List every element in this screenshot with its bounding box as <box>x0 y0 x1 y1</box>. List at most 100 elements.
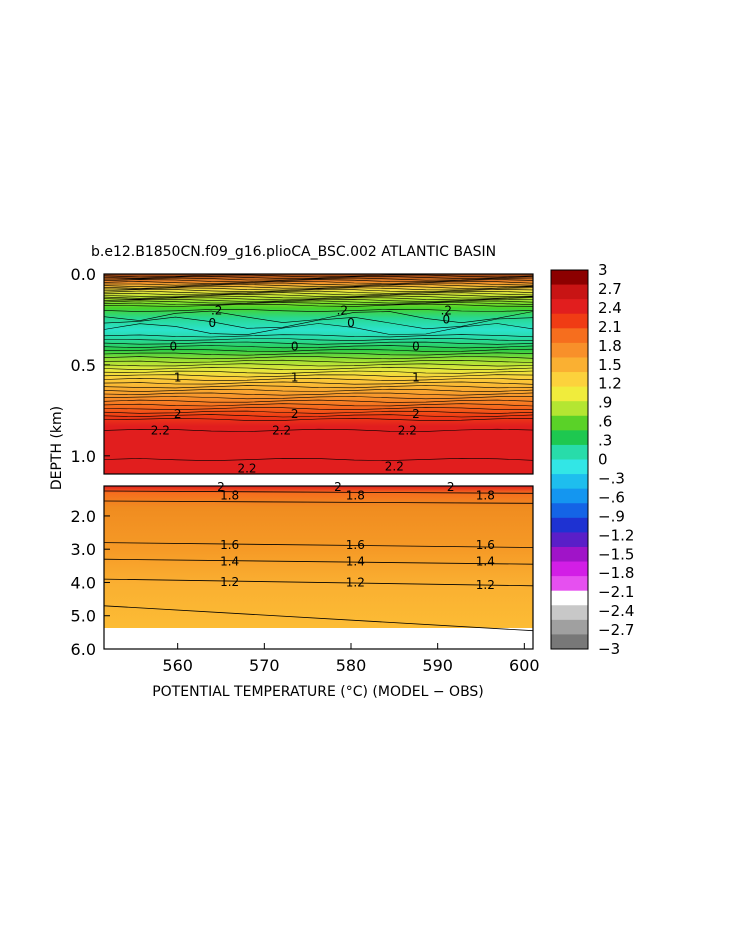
x-tick-label: 580 <box>336 656 367 675</box>
contour-line <box>103 323 534 336</box>
contour-line <box>103 385 534 389</box>
y-tick-label: 3.0 <box>71 540 96 559</box>
contour-line <box>103 500 534 504</box>
colorbar-tick-label: −2.4 <box>598 602 634 620</box>
contour-line <box>103 334 534 338</box>
colorbar-tick-label: 1.8 <box>598 337 622 355</box>
colorbar-tick-label: 2.4 <box>598 299 622 317</box>
contour-line <box>103 366 534 371</box>
contour-label: 2 <box>291 407 299 421</box>
contour-label: 1.4 <box>220 555 239 569</box>
contour-line <box>103 303 534 307</box>
contour-label: .2 <box>337 303 348 317</box>
colorbar-tick-label: −1.8 <box>598 564 634 582</box>
colorbar: 32.72.42.11.81.51.2.9.6.30−.3−.6−.9−1.2−… <box>550 261 634 658</box>
contour-label: 2.2 <box>272 423 291 437</box>
colorbar-tick-label: −.3 <box>598 469 625 487</box>
colorbar-tick-label: −.6 <box>598 488 625 506</box>
contour-line <box>103 381 534 385</box>
colorbar-swatch <box>551 444 588 460</box>
contour-label: 1.8 <box>220 488 239 502</box>
x-tick-label: 600 <box>509 656 540 675</box>
contour-line <box>103 310 534 324</box>
upper-panel <box>103 273 534 475</box>
y-tick-label: 0.5 <box>71 356 96 375</box>
contour-line <box>103 290 534 294</box>
contour-label: 1.6 <box>346 538 365 552</box>
contour-line <box>103 338 534 341</box>
contour-label: 2 <box>334 480 342 494</box>
lower-panel-fill <box>104 486 533 628</box>
contour-line <box>103 293 534 297</box>
contour-label: 1.2 <box>220 575 239 589</box>
contour-line <box>103 316 534 330</box>
contour-line <box>103 370 534 374</box>
contour-line <box>103 284 534 288</box>
colorbar-tick-label: .9 <box>598 394 612 412</box>
contour-line <box>103 275 534 279</box>
contour-line <box>103 414 534 418</box>
colorbar-swatch <box>551 634 588 650</box>
lower-contours <box>103 490 534 632</box>
contour-line <box>103 605 534 632</box>
y-tick-label: 2.0 <box>71 507 96 526</box>
colorbar-swatch <box>551 576 588 592</box>
contour-line <box>103 457 534 462</box>
colorbar-swatch <box>551 415 588 431</box>
colorbar-tick-label: −1.2 <box>598 526 634 544</box>
colorbar-tick-label: 2.7 <box>598 280 622 298</box>
colorbar-swatch <box>551 619 588 635</box>
x-tick-label: 590 <box>422 656 453 675</box>
contour-line <box>103 410 534 414</box>
colorbar-swatch <box>551 342 588 358</box>
contour-line <box>103 345 534 349</box>
x-tick-label: 560 <box>162 656 193 675</box>
y-tick-label: 6.0 <box>71 640 96 659</box>
contour-line <box>103 490 534 494</box>
contour-label: 1.6 <box>220 538 239 552</box>
contour-label: 0 <box>291 340 299 354</box>
contour-line <box>103 428 534 432</box>
contour-line <box>103 356 534 360</box>
contour-line <box>103 302 534 306</box>
colorbar-tick-label: 1.2 <box>598 375 622 393</box>
contour-line <box>103 348 534 352</box>
contour-line <box>103 352 534 356</box>
contour-line <box>103 289 534 293</box>
colorbar-swatch <box>551 270 588 286</box>
y-tick-label: 0.0 <box>71 265 96 284</box>
contour-label: 2.2 <box>237 462 256 476</box>
contour-label: 1.8 <box>346 488 365 502</box>
colorbar-tick-label: .6 <box>598 413 612 431</box>
contour-line <box>103 388 534 392</box>
x-axis-ticks: 560 570 580 590 600 <box>162 643 540 675</box>
contour-line <box>103 280 534 284</box>
colorbar-tick-label: −.9 <box>598 507 625 525</box>
y-tick-label: 1.0 <box>71 447 96 466</box>
upper-panel-fill <box>104 274 533 474</box>
chart-title: b.e12.B1850CN.f09_g16.plioCA_BSC.002 ATL… <box>91 244 496 260</box>
y-tick-label: 5.0 <box>71 607 96 626</box>
colorbar-tick-label: 2.1 <box>598 318 622 336</box>
contour-line <box>103 274 534 278</box>
colorbar-frame <box>550 269 589 650</box>
colorbar-swatch <box>551 313 588 329</box>
contour-label: 1 <box>412 371 420 385</box>
contour-label: 0 <box>443 312 451 326</box>
contour-label: 0 <box>170 340 178 354</box>
colorbar-swatch <box>551 372 588 388</box>
colorbar-tick-label: 1.5 <box>598 356 622 374</box>
y-axis-ticks: 0.0 0.5 1.0 2.0 3.0 4.0 5.0 6.0 <box>71 265 110 659</box>
contour-line <box>103 298 534 302</box>
y-axis-label: DEPTH (km) <box>49 406 65 490</box>
contour-line <box>103 396 533 400</box>
contour-label: 1.2 <box>476 578 495 592</box>
lower-panel <box>103 485 534 650</box>
contour-label: 2 <box>412 407 420 421</box>
colorbar-swatch <box>551 546 588 563</box>
x-axis-label: POTENTIAL TEMPERATURE (°C) (MODEL − OBS) <box>152 684 484 700</box>
contour-line <box>103 403 534 407</box>
contour-label: .2 <box>441 303 452 317</box>
colorbar-swatch <box>551 328 588 344</box>
